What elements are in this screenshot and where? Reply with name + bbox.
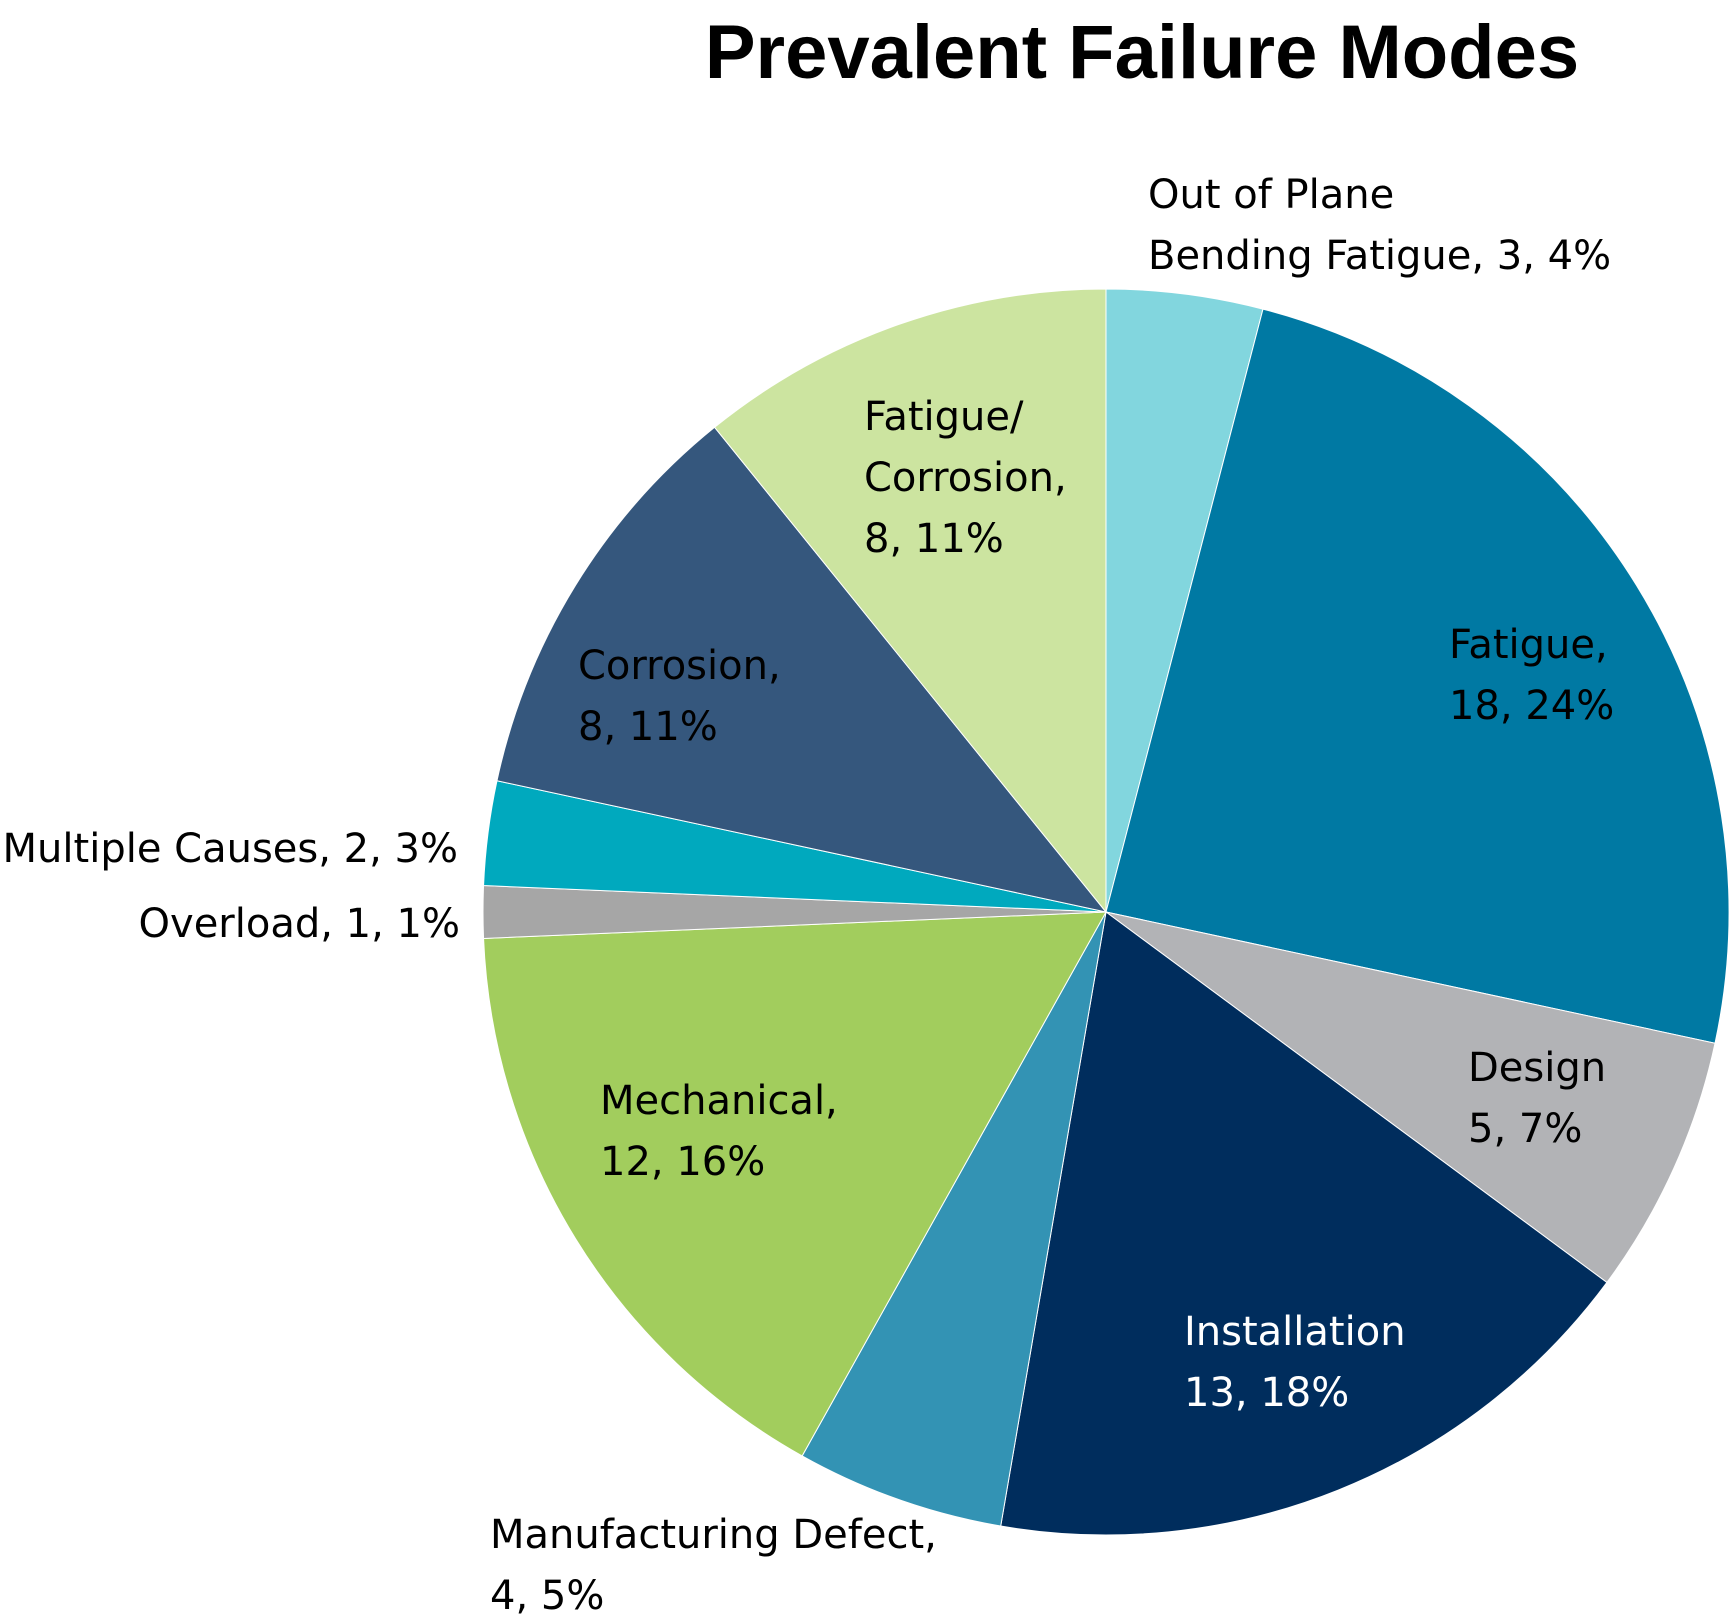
slice-label-overload: Overload, 1, 1% <box>139 901 460 947</box>
slice-label-manufacturing-defect: Manufacturing Defect, 4, 5% <box>490 1512 937 1619</box>
pie-slice-design <box>1105 911 1716 1284</box>
slice-label-line: Installation <box>1184 1309 1406 1355</box>
slice-label-line: 8, 11% <box>578 704 718 750</box>
slice-label-line: 18, 24% <box>1449 683 1614 729</box>
slice-label-fatigue-corrosion: Fatigue/Corrosion, 8, 11% <box>864 394 1067 562</box>
slice-label-multiple-causes: Multiple Causes, 2, 3% <box>3 826 458 872</box>
slice-label-line: Multiple Causes, 2, 3% <box>3 826 458 872</box>
pie-slice-installation <box>1000 911 1608 1536</box>
slice-label-line: 8, 11% <box>864 516 1004 562</box>
slice-label-line: 12, 16% <box>600 1139 765 1185</box>
pie-slice-fatigue <box>1105 308 1730 1044</box>
slice-label-line: 5, 7% <box>1468 1106 1582 1152</box>
slice-label-installation: Installation 13, 18% <box>1184 1309 1406 1416</box>
slice-label-line: Manufacturing Defect, <box>490 1512 937 1558</box>
slice-label-line: Corrosion, <box>578 643 781 689</box>
slice-label-line: Bending Fatigue, 3, 4% <box>1148 233 1611 279</box>
slice-label-out-of-plane-bending-fatigue: Out of Plane Bending Fatigue, 3, 4% <box>1148 172 1611 279</box>
slice-label-line: 4, 5% <box>490 1573 604 1619</box>
chart-title: Prevalent Failure Modes <box>705 10 1579 95</box>
slice-label-line: Fatigue/ <box>864 394 1024 440</box>
slice-label-line: Design <box>1468 1045 1606 1091</box>
slice-label-mechanical: Mechanical, 12, 16% <box>600 1078 838 1185</box>
slice-label-line: Fatigue, <box>1449 622 1608 668</box>
slice-label-corrosion: Corrosion, 8, 11% <box>578 643 781 750</box>
slice-label-line: 13, 18% <box>1184 1370 1349 1416</box>
pie-labels: Out of Plane Bending Fatigue, 3, 4% Fatigu… <box>3 172 1615 1619</box>
pie-slice-fatigue-corrosion <box>713 288 1107 914</box>
pie-slice-corrosion <box>496 426 1108 913</box>
pie-slice-mechanical <box>483 911 1107 1457</box>
slice-label-line: Out of Plane <box>1148 172 1394 218</box>
slice-label-line: Overload, 1, 1% <box>139 901 460 947</box>
slice-label-fatigue: Fatigue, 18, 24% <box>1449 622 1614 729</box>
slice-label-line: Mechanical, <box>600 1078 838 1124</box>
pie-slices <box>482 288 1730 1536</box>
slice-label-line: Corrosion, <box>864 455 1067 501</box>
slice-label-design: Design 5, 7% <box>1468 1045 1606 1152</box>
pie-slice-manufacturing-defect <box>801 911 1107 1527</box>
